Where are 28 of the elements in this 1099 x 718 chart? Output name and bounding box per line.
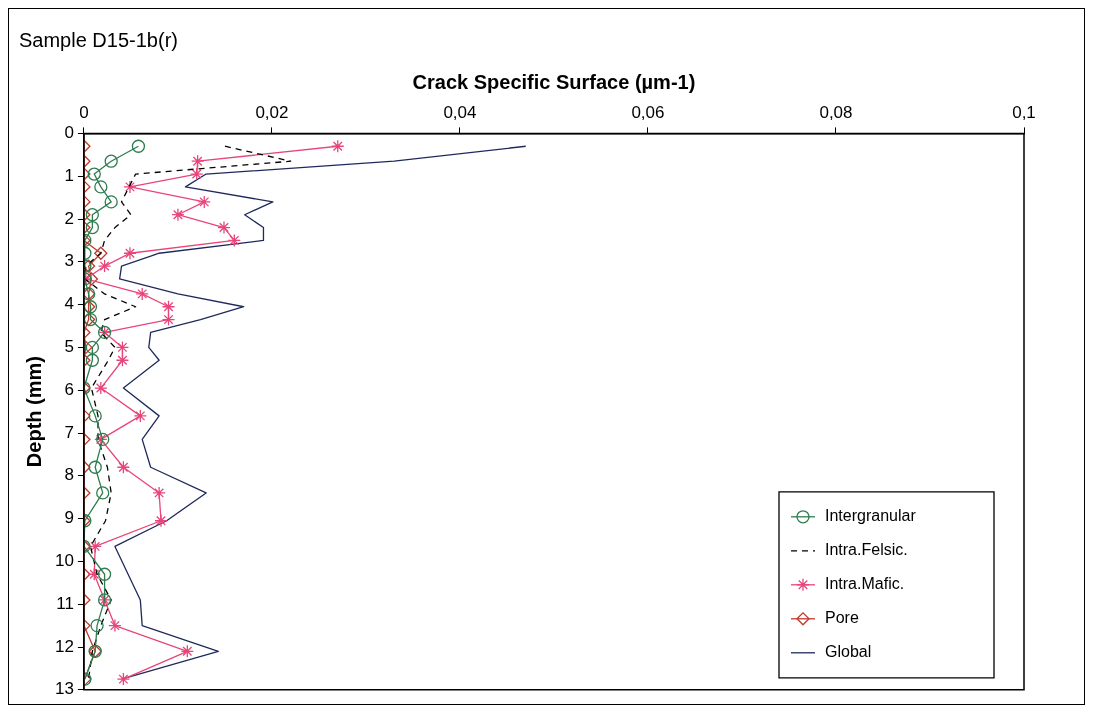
y-tick-label: 3 <box>64 251 74 271</box>
y-tick-label: 8 <box>64 465 74 485</box>
y-tick-label: 9 <box>64 508 74 528</box>
y-tick-label: 5 <box>64 337 74 357</box>
x-tick-label: 0,02 <box>255 102 289 122</box>
y-tick-label: 0 <box>64 123 74 143</box>
y-tick-label: 6 <box>64 379 74 399</box>
x-tick-label: 0,1 <box>1012 102 1036 122</box>
x-tick-label: 0,04 <box>443 102 477 122</box>
legend-label: Pore <box>825 609 859 627</box>
legend-label: Global <box>825 643 872 661</box>
x-tick-label: 0,06 <box>631 102 665 122</box>
x-tick-label: 0 <box>79 102 89 122</box>
y-tick-label: 2 <box>64 208 74 228</box>
y-tick-label: 12 <box>54 636 74 656</box>
y-tick-label: 7 <box>64 422 74 442</box>
y-tick-label: 1 <box>64 165 74 185</box>
y-tick-label: 10 <box>54 551 74 571</box>
legend-label: Intergranular <box>825 507 917 525</box>
y-tick-label: 11 <box>56 593 74 613</box>
x-axis-title: Crack Specific Surface (µm-1) <box>412 70 696 93</box>
legend-label: Intra.Felsic. <box>825 541 908 559</box>
y-axis-title: Depth (mm) <box>22 356 45 468</box>
chart-title: Sample D15-1b(r) <box>19 28 178 51</box>
y-tick-label: 4 <box>64 294 74 314</box>
y-tick-label: 13 <box>54 679 74 699</box>
legend-label: Intra.Mafic. <box>825 575 905 593</box>
x-tick-label: 0,08 <box>819 102 853 122</box>
